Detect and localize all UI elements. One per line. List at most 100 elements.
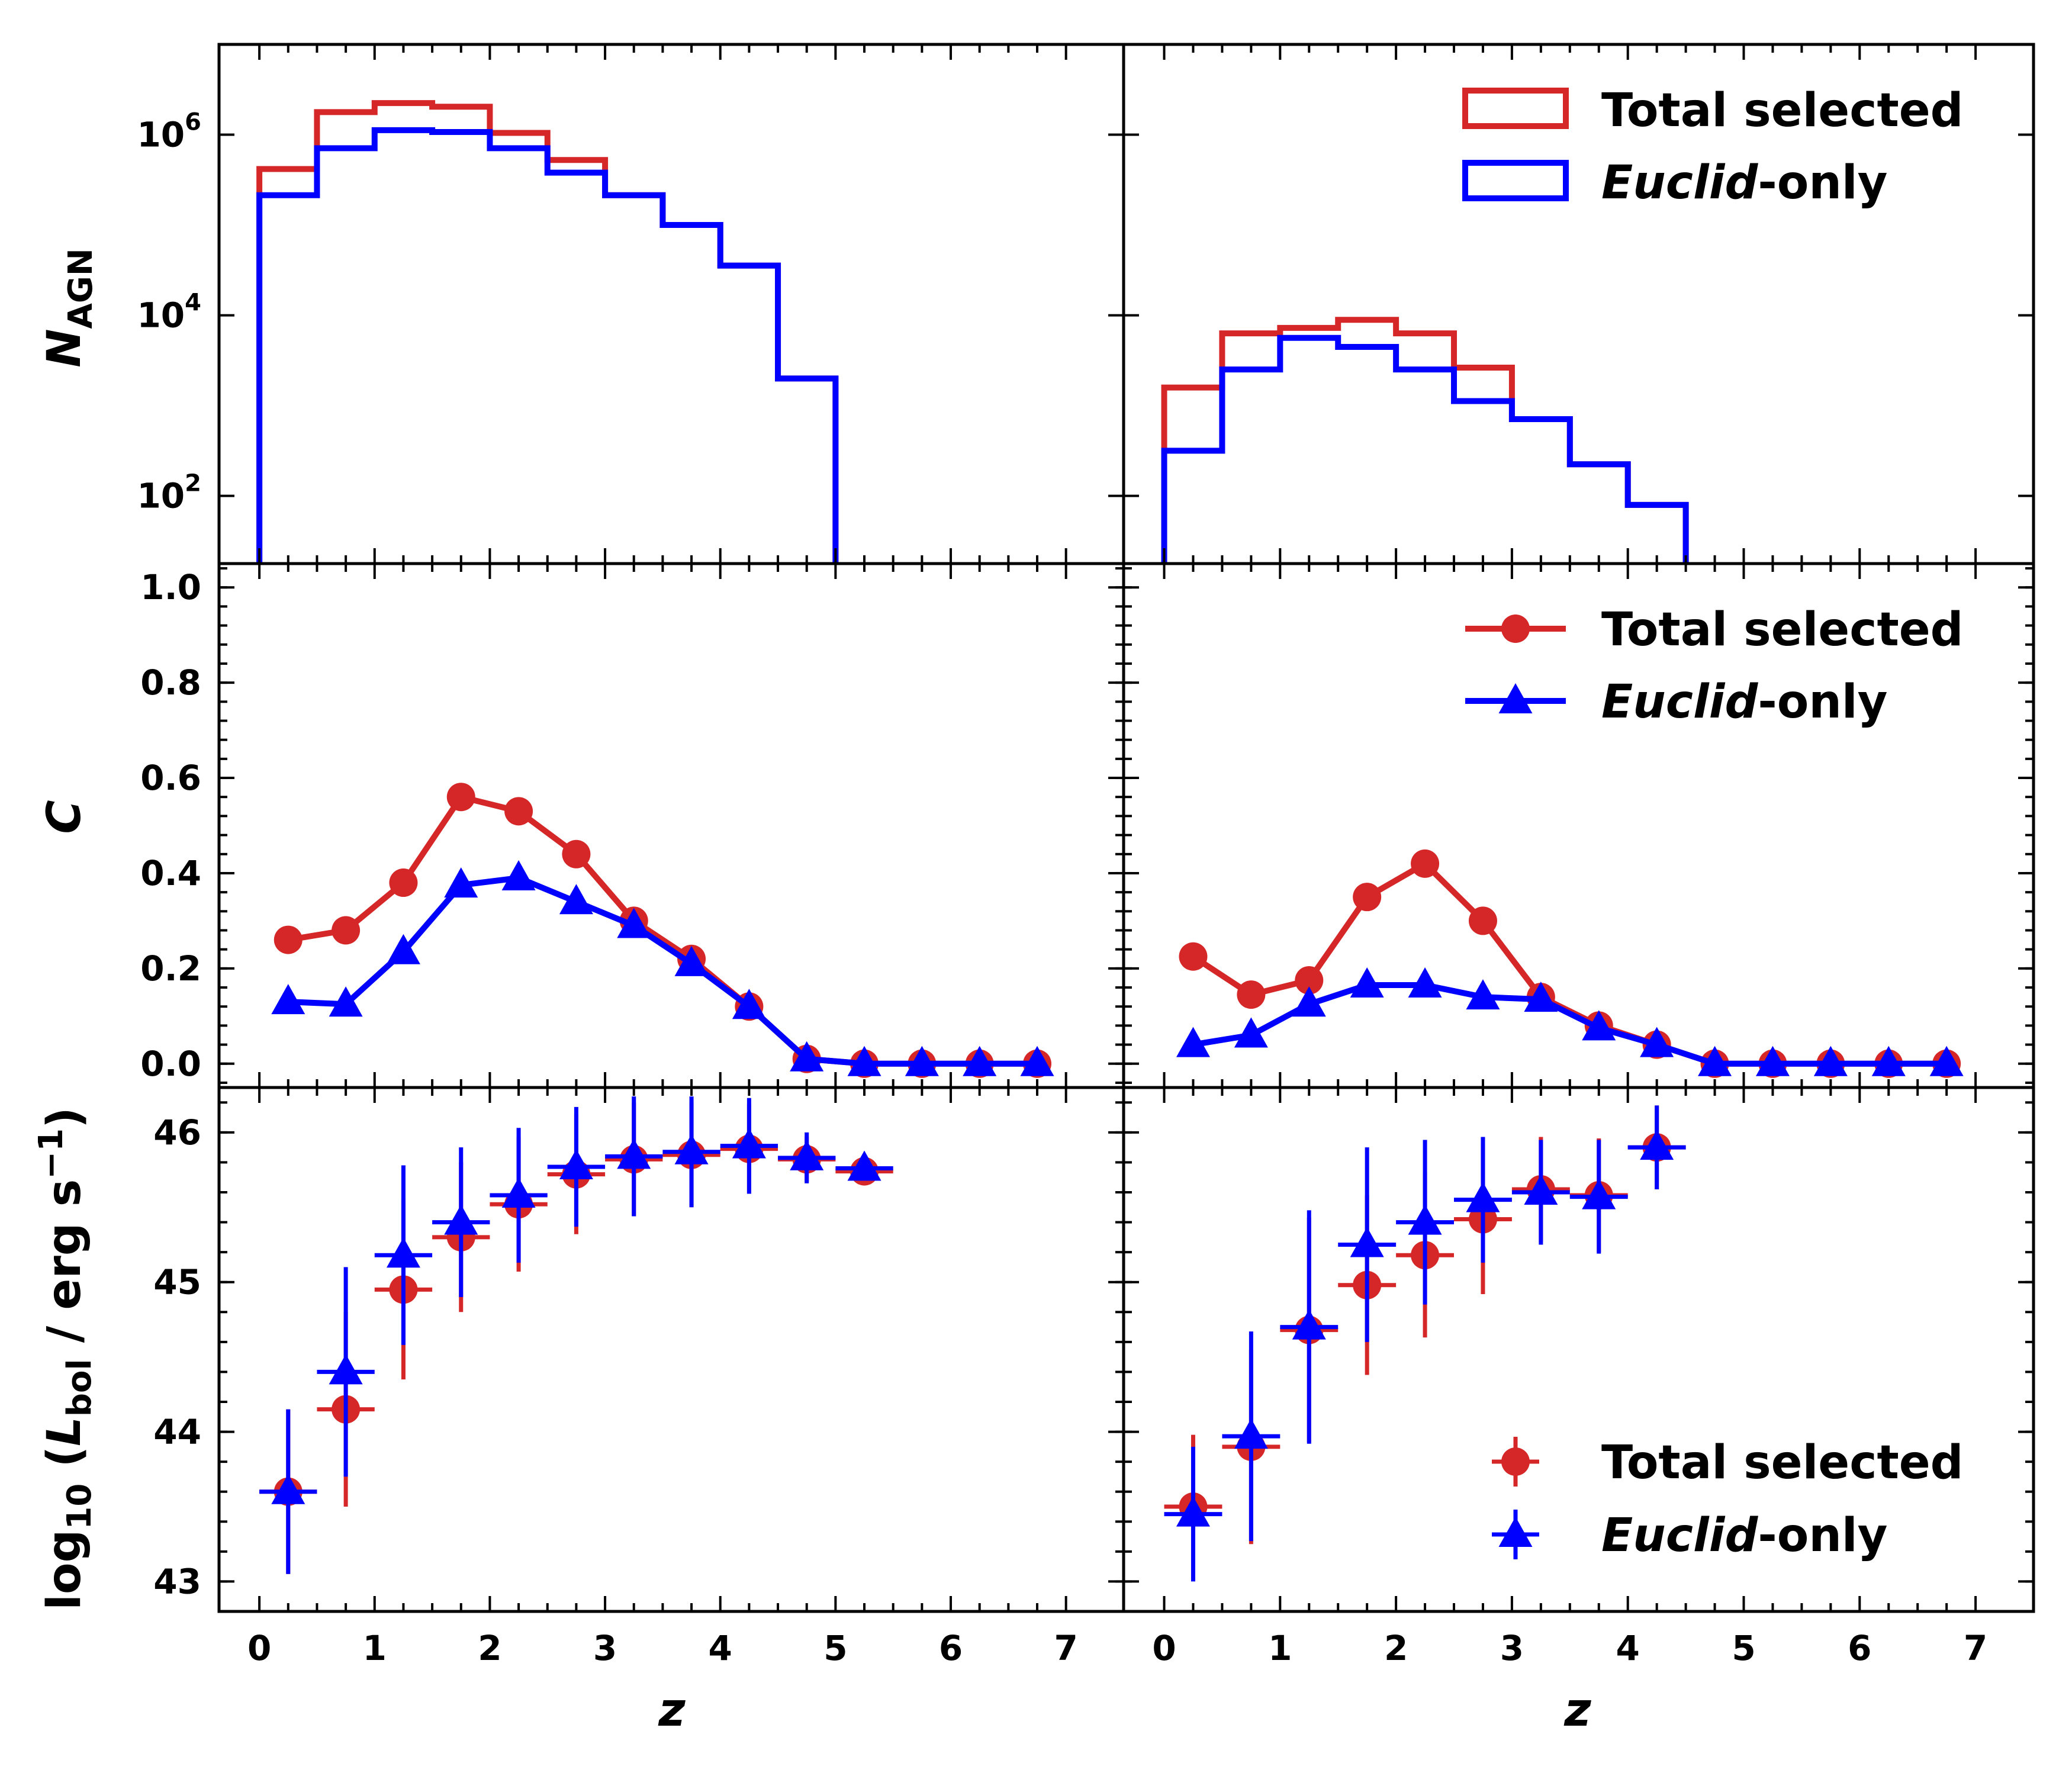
y-axis-title-middle: C	[38, 800, 91, 834]
plot-area-bottom-left	[259, 1096, 893, 1574]
point-euclid	[847, 1045, 881, 1076]
panel-middle-right: Total selected Euclid-only	[1122, 562, 2035, 1089]
x-tick-label: 1	[363, 1628, 387, 1668]
histogram-euclid	[1161, 334, 1689, 564]
point-euclid	[329, 1354, 363, 1385]
point-euclid	[617, 908, 651, 938]
point-euclid	[1350, 1227, 1384, 1257]
y-tick-label: 102	[137, 470, 201, 516]
point-euclid	[386, 1237, 420, 1268]
point-euclid	[1698, 1045, 1732, 1076]
y-tick-label: 43	[153, 1561, 201, 1601]
point-euclid	[732, 989, 766, 1019]
point-euclid	[1020, 1045, 1054, 1076]
point-euclid	[1292, 986, 1326, 1017]
line-total	[287, 794, 1038, 1067]
point-euclid	[1640, 1130, 1674, 1160]
x-tick-label: 7	[1054, 1628, 1077, 1668]
x-tick-label: 6	[939, 1628, 963, 1668]
y-axis-title-top: NAGN	[38, 248, 100, 367]
point-euclid	[1408, 967, 1442, 998]
point-euclid	[732, 1128, 766, 1159]
point-euclid	[1813, 1045, 1848, 1076]
x-tick-label: 2	[478, 1628, 501, 1668]
y-tick-label: 106	[137, 109, 201, 155]
point-euclid	[905, 1045, 939, 1076]
plot-area-middle-right	[1176, 849, 1964, 1078]
ticks-top-left	[219, 44, 1124, 564]
x-tick-label: 4	[709, 1628, 732, 1668]
x-tick-label: 1	[1268, 1628, 1292, 1668]
x-tick-label: 0	[247, 1628, 271, 1668]
point-total	[1237, 980, 1266, 1009]
point-total	[1295, 966, 1324, 995]
point-euclid	[444, 867, 478, 898]
point-euclid	[1234, 1418, 1268, 1449]
point-euclid	[1929, 1045, 1964, 1076]
x-tick-label: 3	[593, 1628, 617, 1668]
legend-swatch-total	[1462, 88, 1569, 129]
y-tick-label: 0.6	[140, 758, 201, 798]
panel-top-right: Total selected Euclid-only	[1122, 43, 2035, 565]
line-total	[1191, 860, 1947, 1067]
point-euclid	[444, 1204, 478, 1235]
histogram-euclid	[256, 127, 839, 564]
x-tick-label: 3	[1500, 1628, 1524, 1668]
axes-frame	[1122, 1086, 2035, 1613]
point-euclid	[1234, 1017, 1268, 1048]
point-euclid	[1582, 1179, 1616, 1209]
legend-middle-right: Total selected Euclid-only	[1465, 603, 1963, 729]
point-euclid	[329, 986, 363, 1017]
plot-area-top-right	[1161, 317, 1689, 564]
x-axis-title-right: z	[1563, 1684, 1591, 1737]
y-tick-label: 46	[153, 1112, 201, 1153]
panel-bottom-right: 0 1 2 3 4 5 6 7 Total selected Euclid-only	[1122, 1086, 2035, 1668]
x-axis-title-left: z	[658, 1684, 686, 1737]
y-tick-label: 0.8	[140, 662, 201, 703]
point-euclid	[617, 1138, 651, 1169]
x-tick-label: 7	[1964, 1628, 1987, 1668]
plot-area-bottom-right	[1164, 1105, 1686, 1582]
point-total	[562, 839, 591, 868]
point-total	[1411, 849, 1440, 878]
y-tick-label: 104	[137, 289, 201, 336]
x-tick-label: 5	[1732, 1628, 1755, 1668]
legend-marker-euclid	[1498, 1517, 1533, 1547]
point-euclid	[674, 1134, 709, 1164]
point-total	[1468, 906, 1497, 935]
y-tick-label: 0.0	[140, 1044, 201, 1084]
y-tick-label: 0.4	[140, 853, 201, 893]
legend-label-euclid: Euclid-only	[1601, 1509, 1887, 1562]
point-euclid	[1466, 1182, 1500, 1212]
legend-label-total: Total selected	[1601, 84, 1963, 137]
point-euclid	[1176, 1496, 1210, 1527]
y-axis-title-bottom: log10 (Lbol / erg s−1)	[32, 1107, 99, 1610]
point-euclid	[1292, 1309, 1326, 1340]
point-euclid	[790, 1140, 824, 1170]
point-euclid	[501, 860, 536, 890]
legend-swatch-euclid	[1462, 160, 1569, 201]
point-total	[332, 916, 361, 945]
legend-marker-euclid	[1498, 683, 1533, 713]
legend-marker-total	[1501, 1447, 1530, 1476]
point-euclid	[790, 1041, 824, 1072]
point-euclid	[1582, 1010, 1616, 1041]
point-total	[446, 783, 475, 812]
point-euclid	[1524, 1175, 1558, 1205]
point-total	[274, 925, 303, 954]
point-euclid	[1524, 982, 1558, 1012]
point-euclid	[501, 1177, 536, 1208]
axes-frame	[217, 1086, 1125, 1613]
point-total	[504, 797, 533, 826]
y-tick-label: 45	[153, 1262, 201, 1302]
histogram-total	[1161, 317, 1689, 564]
legend-label-total: Total selected	[1601, 1436, 1963, 1489]
point-euclid	[1350, 967, 1384, 998]
point-euclid	[386, 934, 420, 964]
point-total	[1179, 942, 1208, 971]
point-euclid	[1466, 979, 1500, 1010]
line-euclid	[288, 875, 1038, 1067]
legend-label-euclid: Euclid-only	[1601, 675, 1887, 729]
